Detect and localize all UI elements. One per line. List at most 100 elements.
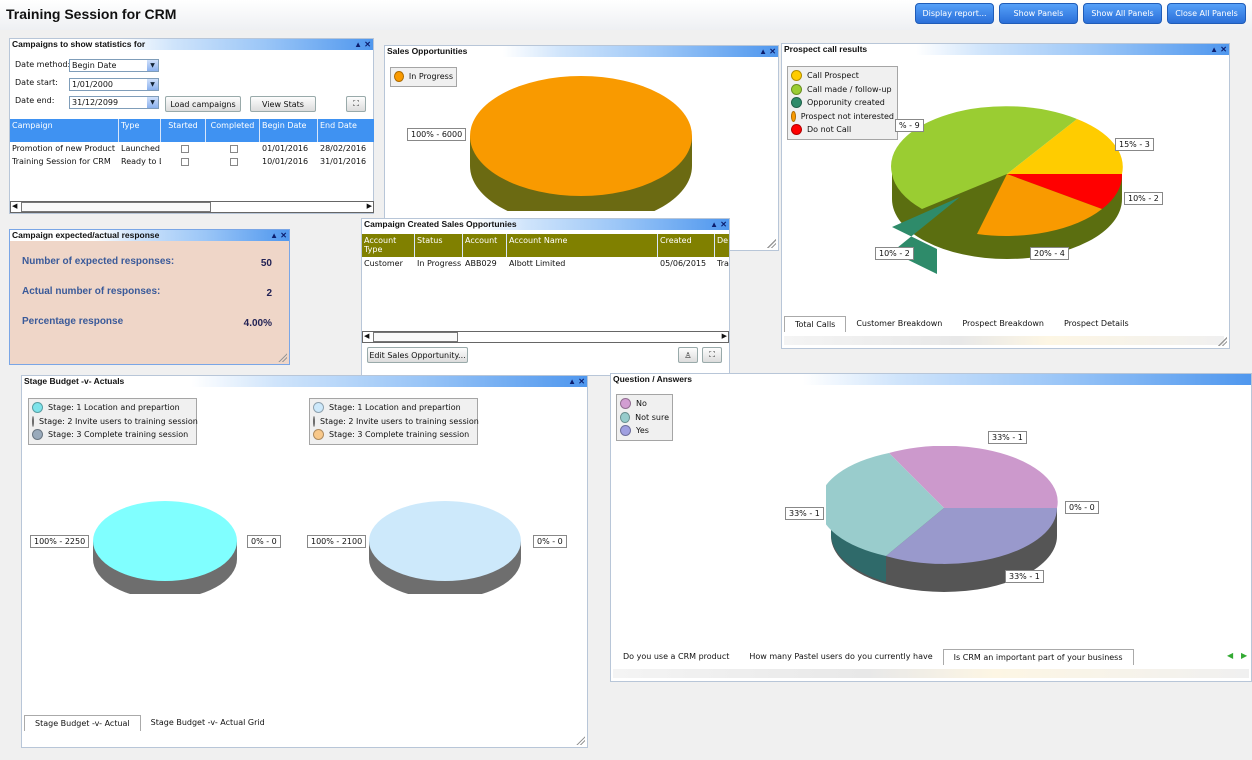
tab-prospect-breakdown[interactable]: Prospect Breakdown <box>962 319 1044 328</box>
panel-controls-icon[interactable]: ▲ ✕ <box>270 231 287 240</box>
scroll-left-icon[interactable]: ◀ <box>364 332 370 340</box>
panel-controls-icon[interactable]: ▲ ✕ <box>1210 45 1227 54</box>
show-panels-button[interactable]: Show Panels <box>999 3 1078 24</box>
tab-scroll-right-icon[interactable]: ▶ <box>1241 651 1248 660</box>
legend-item: Do not Call <box>791 123 894 137</box>
pie-slice-icon <box>620 398 631 410</box>
pie-data-label: 0% - 0 <box>1065 501 1099 514</box>
slice-yes <box>886 508 1057 564</box>
date-end-field[interactable]: 31/12/2099 ▼ <box>69 96 159 109</box>
resize-grip[interactable] <box>767 239 776 248</box>
legend-label: Do not Call <box>807 125 852 135</box>
date-end-value: 31/12/2099 <box>72 98 119 107</box>
tab-crm-important[interactable]: Is CRM an important part of your busines… <box>942 649 1134 665</box>
tab-stage-budget-grid[interactable]: Stage Budget -v- Actual Grid <box>150 718 265 727</box>
response-panel: Campaign expected/actual response ▲ ✕ Num… <box>9 229 290 365</box>
pie-slice-icon <box>791 83 802 95</box>
legend-label: Stage: 3 Complete training session <box>329 430 470 440</box>
col-type[interactable]: Type <box>119 119 161 142</box>
legend-item: No <box>620 397 669 411</box>
prospect-title-bar: Prospect call results ▲ ✕ <box>782 44 1229 55</box>
chevron-down-icon[interactable]: ▼ <box>147 97 158 108</box>
panel-controls-icon[interactable]: ▲ ✕ <box>710 220 727 229</box>
tab-use-crm[interactable]: Do you use a CRM product <box>623 652 730 661</box>
pie-slice-icon <box>32 415 34 427</box>
pie-data-label: 33% - 1 <box>988 431 1027 444</box>
pct-value: 4.00% <box>243 318 272 329</box>
tab-pastel-users[interactable]: How many Pastel users do you currently h… <box>749 652 933 661</box>
horizontal-scrollbar[interactable]: ◀ ▶ <box>10 201 374 213</box>
view-stats-button[interactable]: View Stats <box>250 96 316 112</box>
pie-data-label: 10% - 2 <box>875 247 914 260</box>
show-all-panels-button[interactable]: Show All Panels <box>1083 3 1162 24</box>
started-checkbox[interactable] <box>180 158 189 166</box>
load-campaigns-button[interactable]: Load campaigns <box>165 96 241 112</box>
qa-legend: No Not sure Yes <box>616 394 673 441</box>
resize-grip[interactable] <box>1218 337 1227 346</box>
tab-customer-breakdown[interactable]: Customer Breakdown <box>856 319 943 328</box>
budget-pie-right <box>369 501 521 594</box>
col-completed[interactable]: Completed <box>206 119 260 142</box>
display-report-button[interactable]: Display report... <box>915 3 994 24</box>
col-campaign[interactable]: Campaign <box>10 119 119 142</box>
horizontal-scrollbar[interactable]: ◀ ▶ <box>362 331 729 343</box>
legend-item: Stage: 1 Location and prepartion <box>32 401 193 415</box>
col-status[interactable]: Status <box>415 234 463 257</box>
budget-pie-left <box>93 501 237 594</box>
chevron-down-icon[interactable]: ▼ <box>147 60 158 71</box>
slice-call-prospect <box>1007 119 1123 174</box>
resize-grip[interactable] <box>278 353 287 362</box>
chevron-down-icon[interactable]: ▼ <box>147 79 158 90</box>
scroll-thumb[interactable] <box>373 332 458 342</box>
legend-item: Stage: 3 Complete training session <box>313 428 474 442</box>
col-created[interactable]: Created <box>658 234 715 257</box>
col-begin-date[interactable]: Begin Date <box>260 119 318 142</box>
col-de[interactable]: De <box>717 236 729 245</box>
pie-data-label: 100% - 2250 <box>30 535 90 548</box>
user-icon[interactable]: ♙ <box>678 347 698 363</box>
col-account-name[interactable]: Account Name <box>507 234 658 257</box>
tab-prospect-details[interactable]: Prospect Details <box>1063 319 1129 328</box>
legend-item: Stage: 2 Invite users to training sessio… <box>313 415 479 429</box>
chart-icon[interactable]: ⛶ <box>346 96 366 112</box>
completed-checkbox[interactable] <box>230 145 238 153</box>
col-started[interactable]: Started <box>161 119 206 142</box>
started-checkbox[interactable] <box>180 145 189 153</box>
scroll-left-icon[interactable]: ◀ <box>12 202 18 210</box>
panel-controls-icon[interactable]: ▲ ✕ <box>759 47 776 56</box>
panel-controls-icon[interactable]: ▲ ✕ <box>568 377 585 386</box>
pie-data-label: 10% - 2 <box>1124 192 1163 205</box>
table-row[interactable]: Customer In Progress ABB029 Albott Limit… <box>362 258 729 270</box>
date-start-field[interactable]: 1/01/2000 ▼ <box>69 78 159 91</box>
table-row[interactable]: Promotion of new Product Launched 01/01/… <box>10 143 374 155</box>
sales-opps-title-bar: Sales Opportunities ▲ ✕ <box>385 46 778 57</box>
question-answers-panel: Question / Answers No Not sure Yes 33% -… <box>610 373 1252 682</box>
date-method-select[interactable]: Begin Date ▼ <box>69 59 159 72</box>
tab-stage-budget[interactable]: Stage Budget -v- Actual <box>24 715 141 731</box>
close-all-panels-button[interactable]: Close All Panels <box>1167 3 1246 24</box>
tab-scroll-left-icon[interactable]: ◀ <box>1227 651 1234 660</box>
campaigns-title: Campaigns to show statistics for <box>12 39 146 49</box>
scroll-right-icon[interactable]: ▶ <box>366 202 372 210</box>
sales-opps-title: Sales Opportunities <box>387 46 468 56</box>
slice-not-interested <box>977 174 1102 236</box>
resize-grip[interactable] <box>576 736 585 745</box>
scroll-right-icon[interactable]: ▶ <box>721 332 727 340</box>
legend-item: Not sure <box>620 411 669 425</box>
cell-account: ABB029 <box>465 259 497 268</box>
scroll-thumb[interactable] <box>21 202 211 212</box>
panel-controls-icon[interactable]: ▲ ✕ <box>354 40 371 49</box>
edit-sales-opportunity-button[interactable]: Edit Sales Opportunity... <box>367 347 468 363</box>
chart-icon[interactable]: ⛶ <box>702 347 722 363</box>
col-end-date[interactable]: End Date <box>320 121 357 130</box>
pie-slice-icon <box>791 70 802 82</box>
col-account-type[interactable]: Account Type <box>362 234 415 257</box>
completed-checkbox[interactable] <box>230 158 238 166</box>
legend-label: Opporunity created <box>807 98 885 108</box>
table-row[interactable]: Training Session for CRM Ready to L 10/0… <box>10 156 374 168</box>
tab-total-calls[interactable]: Total Calls <box>784 316 847 332</box>
pie-data-label: 33% - 1 <box>785 507 824 520</box>
pie-data-label: 0% - 0 <box>533 535 567 548</box>
cell-account-type: Customer <box>364 259 403 268</box>
col-account[interactable]: Account <box>463 234 507 257</box>
